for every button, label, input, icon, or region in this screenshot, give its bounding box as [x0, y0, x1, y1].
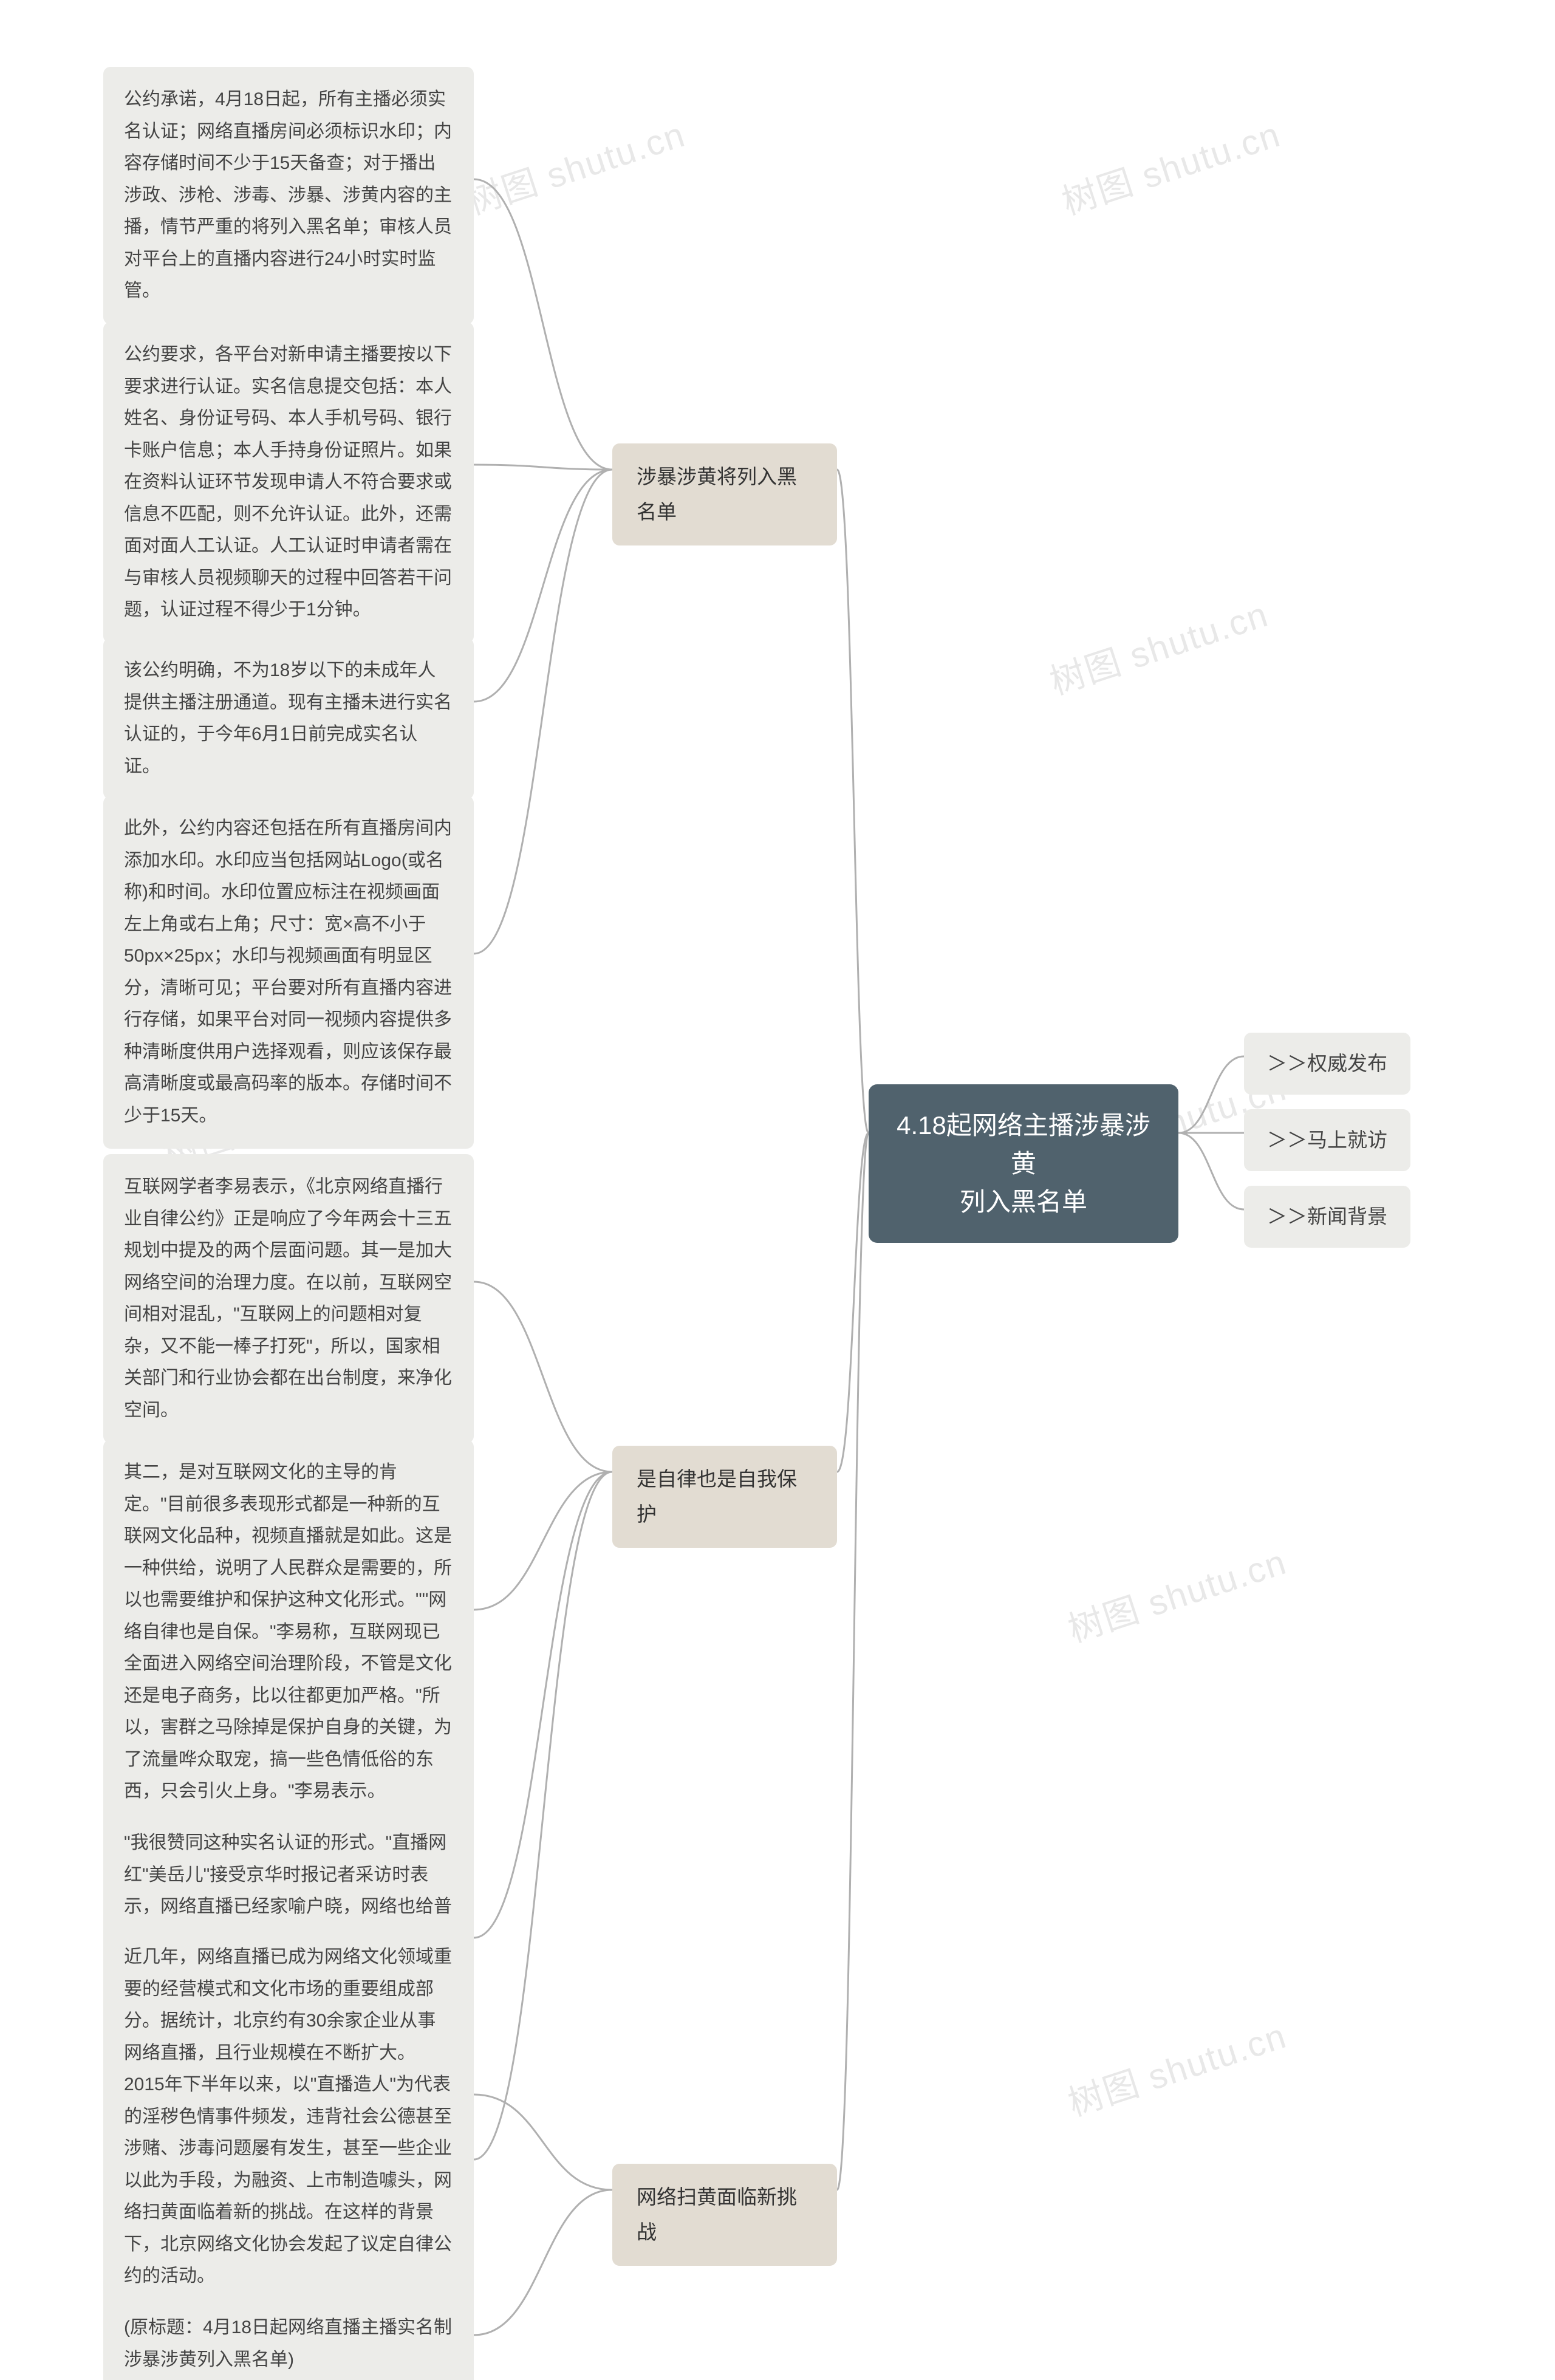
right-branch-background[interactable]: ＞＞新闻背景 — [1244, 1186, 1410, 1248]
branch-new-challenge[interactable]: 网络扫黄面临新挑战 — [612, 2164, 837, 2266]
watermark: 树图 shutu.cn — [1061, 2007, 1292, 2125]
watermark: 树图 shutu.cn — [1054, 106, 1286, 224]
leaf-node[interactable]: 其二，是对互联网文化的主导的肯定。"目前很多表现形式都是一种新的互联网文化品种，… — [103, 1440, 474, 1825]
branch-self-discipline[interactable]: 是自律也是自我保护 — [612, 1446, 837, 1548]
root-node[interactable]: 4.18起网络主播涉暴涉黄列入黑名单 — [869, 1084, 1178, 1243]
leaf-node[interactable]: 该公约明确，不为18岁以下的未成年人提供主播注册通道。现有主播未进行实名认证的，… — [103, 638, 474, 799]
mindmap-canvas: 树图 shutu.cn 树图 shutu.cn 树图 shutu.cn 树图 s… — [0, 0, 1555, 2380]
watermark: 树图 shutu.cn — [1061, 1533, 1292, 1652]
leaf-node[interactable]: 此外，公约内容还包括在所有直播房间内添加水印。水印应当包括网站Logo(或名称)… — [103, 796, 474, 1149]
leaf-node[interactable]: 近几年，网络直播已成为网络文化领域重要的经营模式和文化市场的重要组成部分。据统计… — [103, 1924, 474, 2310]
watermark: 树图 shutu.cn — [1042, 586, 1274, 704]
watermark: 树图 shutu.cn — [459, 106, 691, 224]
branch-blacklist[interactable]: 涉暴涉黄将列入黑名单 — [612, 443, 837, 545]
right-branch-authority[interactable]: ＞＞权威发布 — [1244, 1033, 1410, 1095]
right-branch-interview[interactable]: ＞＞马上就访 — [1244, 1109, 1410, 1171]
leaf-node[interactable]: 互联网学者李易表示，《北京网络直播行业自律公约》正是响应了今年两会十三五规划中提… — [103, 1154, 474, 1443]
leaf-node[interactable]: (原标题：4月18日起网络直播主播实名制涉暴涉黄列入黑名单) — [103, 2295, 474, 2380]
leaf-node[interactable]: 公约要求，各平台对新申请主播要按以下要求进行认证。实名信息提交包括：本人姓名、身… — [103, 322, 474, 643]
leaf-node[interactable]: 公约承诺，4月18日起，所有主播必须实名认证；网络直播房间必须标识水印；内容存储… — [103, 67, 474, 324]
